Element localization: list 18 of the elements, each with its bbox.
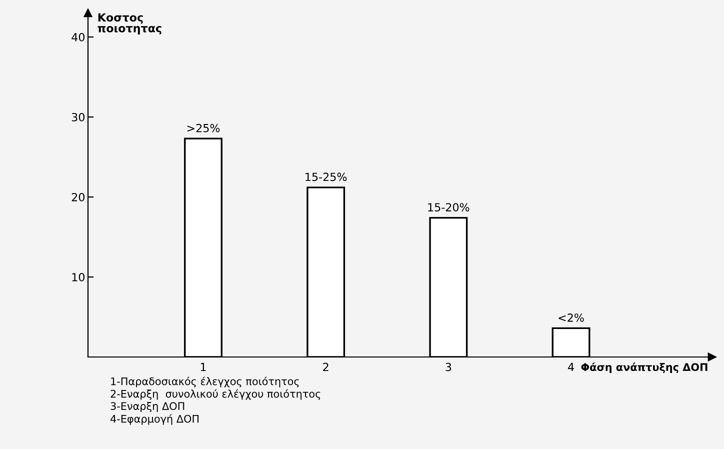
y-tick-label: 30 [72,112,84,122]
x-tick-label: 2 [323,362,328,371]
y-tick-label: 40 [72,32,84,42]
y-tick-label: 10 [72,272,84,282]
text: 3-Εναρξη ΔΟΠ [110,402,184,412]
text: 4-Εφαρμογή ΔΟΠ [110,414,199,425]
x-tick-label: 4 [568,362,574,371]
annotation: <2% [558,313,584,322]
annotation: >25% [187,124,220,132]
annotation: 15-25% [306,172,347,182]
x-axis-title: Φάση ανάπτυξης ΔΟΠ [581,362,708,374]
text: 1-Παραδοσιακός έλεγχος ποιότητος [111,376,299,388]
y-axis-title: Κοστος ποιοτητας [98,13,162,35]
annotation: 15-20% [428,203,470,212]
text: 2-Εναρξη συνολικού ελέγχου ποιότητος [110,389,320,400]
x-tick-label: 3 [446,362,452,372]
x-tick-label: 1 [200,362,206,371]
y-tick-label: 20 [72,192,84,202]
